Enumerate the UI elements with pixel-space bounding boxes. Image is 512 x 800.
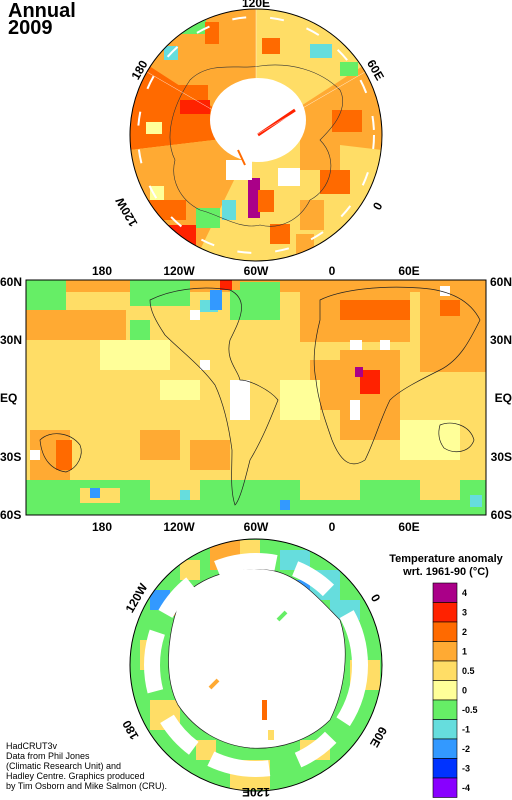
north-label-120e: 120E xyxy=(242,0,270,10)
legend-label: -0.5 xyxy=(462,705,478,715)
north-label-0: 0 xyxy=(370,200,386,213)
credits: HadCRUT3v Data from Phil Jones (Climatic… xyxy=(6,741,167,791)
map-right-tick-30n: 30N xyxy=(490,333,512,347)
north-label-120w: 120W xyxy=(112,194,140,229)
south-polar-cells xyxy=(140,540,380,790)
legend-swatch xyxy=(432,660,458,681)
legend-swatch xyxy=(432,602,458,623)
legend-swatch xyxy=(432,621,458,642)
legend-swatch xyxy=(432,680,458,701)
south-label-0: 0 xyxy=(368,592,384,605)
legend-label: -3 xyxy=(462,763,470,773)
legend-swatch xyxy=(432,719,458,740)
dataset-name: HadCRUT3v xyxy=(6,741,58,751)
map-left-tick-eq: EQ xyxy=(0,391,17,405)
map-top-tick-180: 180 xyxy=(92,264,112,278)
map-left-tick-60s: 60S xyxy=(0,508,21,522)
map-top-tick-120w: 120W xyxy=(163,264,195,278)
legend-swatch xyxy=(432,777,458,798)
legend-swatch xyxy=(432,738,458,759)
legend-swatch xyxy=(432,641,458,662)
legend-label: -2 xyxy=(462,744,470,754)
legend-swatch xyxy=(432,758,458,779)
north-polar-map xyxy=(129,8,383,262)
map-bottom-tick-180: 180 xyxy=(92,520,112,534)
map-bottom-tick-60e: 60E xyxy=(398,520,419,534)
world-map xyxy=(25,279,487,516)
legend-title: Temperature anomaly wrt. 1961-90 (°C) xyxy=(380,553,512,579)
world-map-cells xyxy=(26,280,486,515)
legend-label: 1 xyxy=(462,646,467,656)
map-left-tick-30s: 30S xyxy=(0,450,21,464)
map-left-tick-60n: 60N xyxy=(0,275,22,289)
south-label-180: 180 xyxy=(119,718,141,743)
legend-label: 4 xyxy=(462,588,467,598)
legend-title-line-1: Temperature anomaly xyxy=(389,553,503,565)
legend-label: -4 xyxy=(462,783,470,793)
map-right-tick-30s: 30S xyxy=(491,450,512,464)
map-left-tick-30n: 30N xyxy=(0,333,22,347)
credit-line-3: Hadley Centre. Graphics produced xyxy=(6,771,145,781)
legend-swatch xyxy=(432,699,458,720)
map-right-tick-eq: EQ xyxy=(495,391,512,405)
south-polar-map xyxy=(129,538,383,792)
south-label-60e: 60E xyxy=(367,724,390,749)
world-map-frame xyxy=(25,279,487,516)
credit-line-2: (Climatic Research Unit) and xyxy=(6,761,122,771)
map-right-tick-60n: 60N xyxy=(490,275,512,289)
legend-label: -1 xyxy=(462,724,470,734)
chart-title: Annual 2009 xyxy=(8,0,76,39)
credit-line-1: Data from Phil Jones xyxy=(6,751,90,761)
legend-colorbar: 4 3 2 1 0.5 0 -0.5 -1 -2 -3 -4 xyxy=(432,582,478,798)
map-top-tick-60w: 60W xyxy=(244,264,269,278)
legend-label: 3 xyxy=(462,607,467,617)
legend-label: 2 xyxy=(462,627,467,637)
title-line-2: 2009 xyxy=(8,17,53,39)
legend-label: 0.5 xyxy=(462,666,475,676)
map-bottom-tick-0: 0 xyxy=(329,520,336,534)
title-line-1: Annual xyxy=(8,0,76,22)
map-bottom-tick-120w: 120W xyxy=(163,520,195,534)
legend-label: 0 xyxy=(462,685,467,695)
map-top-tick-0: 0 xyxy=(329,264,336,278)
map-bottom-tick-60w: 60W xyxy=(244,520,269,534)
legend-title-line-2: wrt. 1961-90 (°C) xyxy=(403,566,489,578)
map-top-tick-60e: 60E xyxy=(398,264,419,278)
credit-line-4: by Tim Osborn and Mike Salmon (CRU). xyxy=(6,781,168,791)
map-right-tick-60s: 60S xyxy=(491,508,512,522)
south-label-120e: 120E xyxy=(242,785,270,799)
legend-swatch xyxy=(432,582,458,603)
